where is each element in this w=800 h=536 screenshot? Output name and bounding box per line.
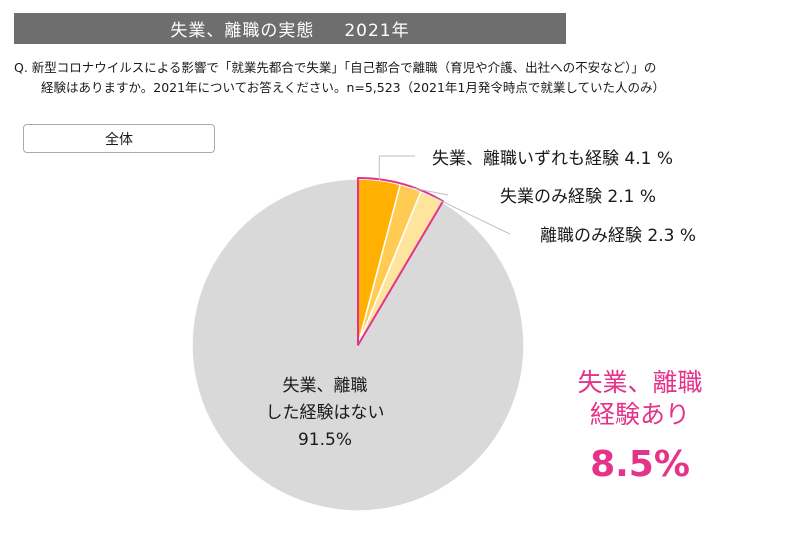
experienced-summary: 失業、離職 経験あり 8.5% — [540, 367, 740, 485]
leader-line-unemployment-only — [410, 187, 449, 196]
data-label-leaving-only: 離職のみ経験 2.3 % — [540, 226, 696, 246]
leader-line-both — [378, 155, 415, 181]
data-label-none-3: 91.5% — [298, 430, 352, 450]
header-year: 2021年 — [344, 21, 410, 41]
data-label-none-2: した経験はない — [266, 403, 385, 423]
data-label-unemployment-only: 失業のみ経験 2.1 % — [500, 187, 656, 207]
data-label-none-1: 失業、離職 — [283, 376, 368, 396]
group-label: 全体 — [105, 131, 133, 148]
header-title: 失業、離職の実態 — [170, 21, 315, 41]
summary-line-1: 失業、離職 — [577, 368, 703, 397]
question-line-1: Q. 新型コロナウイルスによる影響で「就業先都合で失業」「自己都合で離職（育児や… — [14, 60, 657, 75]
section-header: 失業、離職の実態 2021年 — [14, 13, 566, 44]
question-text: Q. 新型コロナウイルスによる影響で「就業先都合で失業」「自己都合で離職（育児や… — [14, 58, 794, 98]
leader-line-leaving-only — [431, 195, 511, 235]
experienced-outline — [357, 177, 445, 346]
group-label-box: 全体 — [23, 124, 215, 153]
data-label-both: 失業、離職いずれも経験 4.1 % — [432, 149, 673, 169]
summary-line-2: 経験あり — [589, 400, 690, 429]
question-line-2: 経験はありますか。2021年についてお答えください。n=5,523（2021年1… — [41, 80, 666, 95]
pie-slice-none — [191, 178, 525, 512]
summary-value: 8.5% — [590, 444, 690, 485]
